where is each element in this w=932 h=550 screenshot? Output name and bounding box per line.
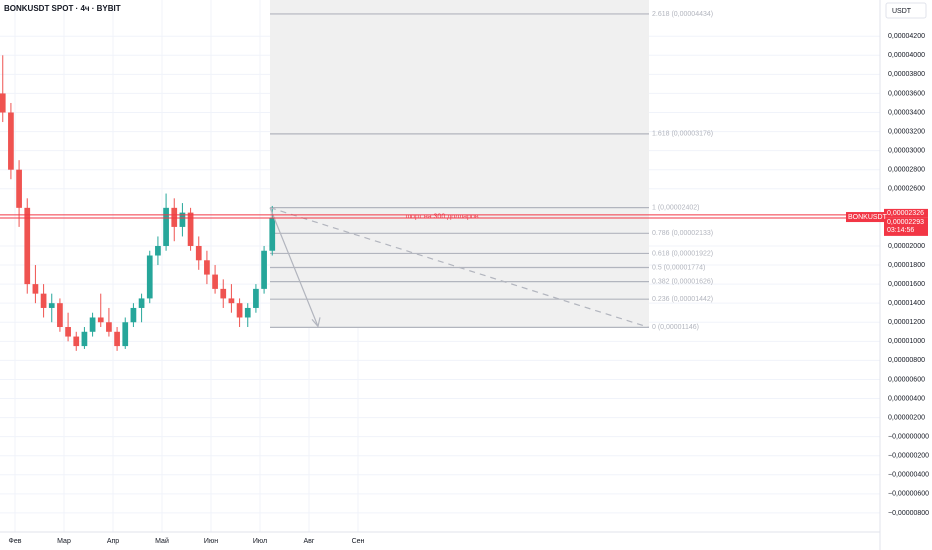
candle-body [163, 207, 169, 246]
candle-body [89, 317, 96, 332]
candle-body [114, 331, 120, 347]
y-tick-label: 0,00000200 [888, 414, 925, 421]
candle-body [122, 322, 129, 347]
candle-body [16, 169, 22, 208]
y-tick-label: 0,00001400 [888, 300, 925, 307]
candle-body [32, 284, 39, 294]
y-tick-label: 0,00001800 [888, 262, 925, 269]
candle-body [81, 331, 88, 347]
projection-line [269, 207, 650, 328]
price-label: 0,00002326 [887, 210, 924, 217]
x-tick-label: Фев [9, 538, 22, 545]
candle-body [236, 303, 243, 318]
candle-body [155, 245, 161, 256]
candle-body [171, 207, 178, 227]
y-tick-label: −0,00000200 [888, 453, 929, 460]
x-tick-label: Сен [352, 538, 365, 545]
x-tick-label: Июн [204, 538, 218, 545]
arrow-line [269, 207, 319, 327]
candle-body [179, 212, 186, 227]
candle-body [253, 288, 259, 308]
y-tick-label: 0,00001600 [888, 281, 925, 288]
candle-body [8, 112, 14, 170]
candle-body [130, 307, 137, 323]
fib-zone: 2.618 (0,00004434) 1.618 (0,00003176) 1 (0… [270, 0, 713, 331]
candle-body [195, 245, 202, 261]
candle-body [24, 207, 31, 285]
candle-body [40, 293, 47, 308]
x-tick-label: Апр [107, 538, 119, 545]
y-tick-label: −0,00000800 [888, 510, 929, 517]
x-tick-label: Авг [304, 538, 315, 545]
annotation: шорт на 300 долларов [405, 213, 478, 220]
y-tick-label: 0,00003400 [888, 109, 925, 116]
currency-label[interactable]: USDT [892, 8, 912, 15]
candle-body [212, 274, 218, 289]
price-tag [884, 217, 928, 236]
candle-body [187, 212, 194, 246]
candle-body [57, 303, 63, 328]
fib-label: 1 (0,00002402) [652, 204, 699, 211]
y-tick-label: 0,00004200 [888, 33, 925, 40]
candle-body [138, 298, 145, 308]
y-tick-label: 0,00003600 [888, 90, 925, 97]
candle-body [97, 317, 104, 323]
countdown: 03:14:56 [887, 227, 914, 234]
candle-body [261, 250, 267, 289]
candle-body [65, 327, 71, 337]
candle-body [73, 336, 80, 347]
chart-title: BONKUSDT SPOT · 4ч · BYBIT [4, 4, 121, 13]
price-label: 0,00002293 [887, 219, 924, 226]
x-tick-label: Июл [253, 538, 267, 545]
symbol-label: BONKUSDT [848, 214, 888, 221]
candle-body [0, 93, 6, 113]
y-tick-label: 0,00000600 [888, 376, 925, 383]
fib-background [270, 0, 649, 328]
y-tick-label: 0,00003800 [888, 71, 925, 78]
y-tick-label: −0,00000400 [888, 472, 929, 479]
fib-label: 2.618 (0,00004434) [652, 11, 713, 18]
y-tick-label: 0,00003200 [888, 128, 925, 135]
symbol-tag [846, 212, 884, 223]
fib-label: 0.236 (0,00001442) [652, 296, 713, 303]
y-tick-label: 0,00003000 [888, 147, 925, 154]
y-tick-label: 0,00001200 [888, 319, 925, 326]
price-tag [884, 208, 928, 218]
arrow-head [311, 317, 321, 328]
y-tick-label: −0,00000600 [888, 491, 929, 498]
candle-body [269, 218, 276, 251]
candle-body [48, 303, 55, 308]
fib-label: 0 (0,00001146) [652, 324, 699, 331]
y-tick-label: 0,00004000 [888, 52, 925, 59]
fib-label: 0.5 (0,00001774) [652, 264, 705, 271]
y-tick-label: 0,00000400 [888, 395, 925, 402]
fib-label: 0.382 (0,00001626) [652, 278, 713, 285]
fib-label: 0.618 (0,00001922) [652, 250, 713, 257]
plot-area [0, 55, 880, 351]
fib-label: 1.618 (0,00003176) [652, 131, 713, 138]
y-tick-label: −0,00000000 [888, 434, 929, 441]
y-tick-label: 0,00002000 [888, 243, 925, 250]
y-tick-label: 0,00001000 [888, 338, 925, 345]
x-tick-label: Май [155, 537, 169, 545]
x-tick-label: Мар [57, 538, 71, 545]
candle-body [244, 307, 251, 318]
candle-body [220, 288, 227, 299]
candle-body [146, 255, 153, 299]
currency-button[interactable] [885, 2, 927, 19]
candle-body [204, 260, 210, 275]
y-tick-label: 0,00000800 [888, 357, 925, 364]
axes: 0,00004200 0,00004000 0,00003800 0,00003600… [9, 33, 930, 545]
candle-body [106, 322, 112, 332]
y-tick-label: 0,00002600 [888, 186, 925, 193]
candle-body [228, 298, 235, 304]
fib-label: 0.786 (0,00002133) [652, 230, 713, 237]
y-tick-label: 0,00002800 [888, 167, 925, 174]
